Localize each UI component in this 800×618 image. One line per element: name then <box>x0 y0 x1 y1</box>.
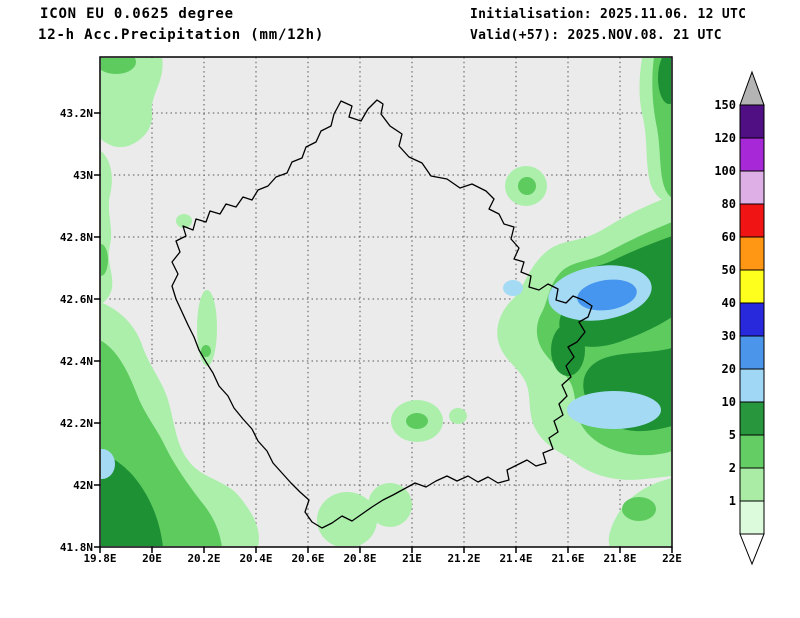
colorbar-label: 50 <box>722 263 736 277</box>
colorbar-label: 1 <box>729 494 736 508</box>
x-tick-label: 20E <box>142 552 162 565</box>
colorbar-label: 10 <box>722 395 736 409</box>
axis-ticks <box>94 112 673 553</box>
colorbar-label: 30 <box>722 329 736 343</box>
y-tick-label: 43.2N <box>60 107 93 120</box>
colorbar-segment <box>739 368 765 403</box>
x-tick-label: 21E <box>402 552 422 565</box>
colorbar-label: 150 <box>714 98 736 112</box>
x-tick-label: 20.8E <box>343 552 376 565</box>
colorbar-label: 100 <box>714 164 736 178</box>
colorbar-legend: 150 120 100 80 60 50 40 30 20 10 5 2 1 <box>714 70 765 566</box>
colorbar-label: 20 <box>722 362 736 376</box>
colorbar-over-arrow <box>739 70 765 106</box>
product-title: 12-h Acc.Precipitation (mm/12h) <box>38 27 325 43</box>
init-time-label: Initialisation: 2025.11.06. 12 UTC <box>470 7 747 22</box>
x-tick-label: 20.2E <box>187 552 220 565</box>
colorbar-labels: 150 120 100 80 60 50 40 30 20 10 5 2 1 <box>714 98 736 508</box>
colorbar-segment <box>739 500 765 535</box>
y-axis-labels: 41.8N 42N 42.2N 42.4N 42.6N 42.8N 43N 43… <box>60 107 93 554</box>
colorbar-segment <box>739 170 765 205</box>
x-tick-label: 19.8E <box>83 552 116 565</box>
colorbar-label: 2 <box>729 461 736 475</box>
colorbar-label: 60 <box>722 230 736 244</box>
y-tick-label: 42.4N <box>60 355 93 368</box>
map-frame <box>99 56 673 548</box>
valid-time-label: Valid(+57): 2025.NOV.08. 21 UTC <box>470 28 722 43</box>
x-tick-label: 20.4E <box>239 552 272 565</box>
colorbar-segment <box>739 401 765 436</box>
colorbar-segment <box>739 269 765 304</box>
colorbar-label: 80 <box>722 197 736 211</box>
x-tick-label: 21.4E <box>499 552 532 565</box>
x-tick-label: 21.8E <box>603 552 636 565</box>
colorbar-segment <box>739 104 765 139</box>
colorbar-segment <box>739 137 765 172</box>
y-tick-label: 42.8N <box>60 231 93 244</box>
rain-area-mid-blue <box>577 279 637 311</box>
x-tick-label: 21.6E <box>551 552 584 565</box>
x-tick-label: 21.2E <box>447 552 480 565</box>
colorbar-under-arrow <box>739 533 765 566</box>
colorbar-segment <box>739 467 765 502</box>
y-tick-label: 41.8N <box>60 541 93 554</box>
x-tick-label: 22E <box>662 552 682 565</box>
x-tick-label: 20.6E <box>291 552 324 565</box>
colorbar-segment <box>739 434 765 469</box>
y-tick-label: 43N <box>73 169 93 182</box>
model-title: ICON EU 0.0625 degree <box>40 6 234 22</box>
colorbar-label: 40 <box>722 296 736 310</box>
colorbar-segment <box>739 236 765 271</box>
precipitation-shading <box>101 58 671 546</box>
colorbar-label: 120 <box>714 131 736 145</box>
y-tick-label: 42.2N <box>60 417 93 430</box>
colorbar-segment <box>739 203 765 238</box>
colorbar-segment <box>739 335 765 370</box>
colorbar-segment <box>739 302 765 337</box>
y-tick-label: 42N <box>73 479 93 492</box>
x-axis-labels: 19.8E 20E 20.2E 20.4E 20.6E 20.8E 21E 21… <box>83 552 682 565</box>
country-border <box>171 99 593 529</box>
colorbar-label: 5 <box>729 428 736 442</box>
y-tick-label: 42.6N <box>60 293 93 306</box>
